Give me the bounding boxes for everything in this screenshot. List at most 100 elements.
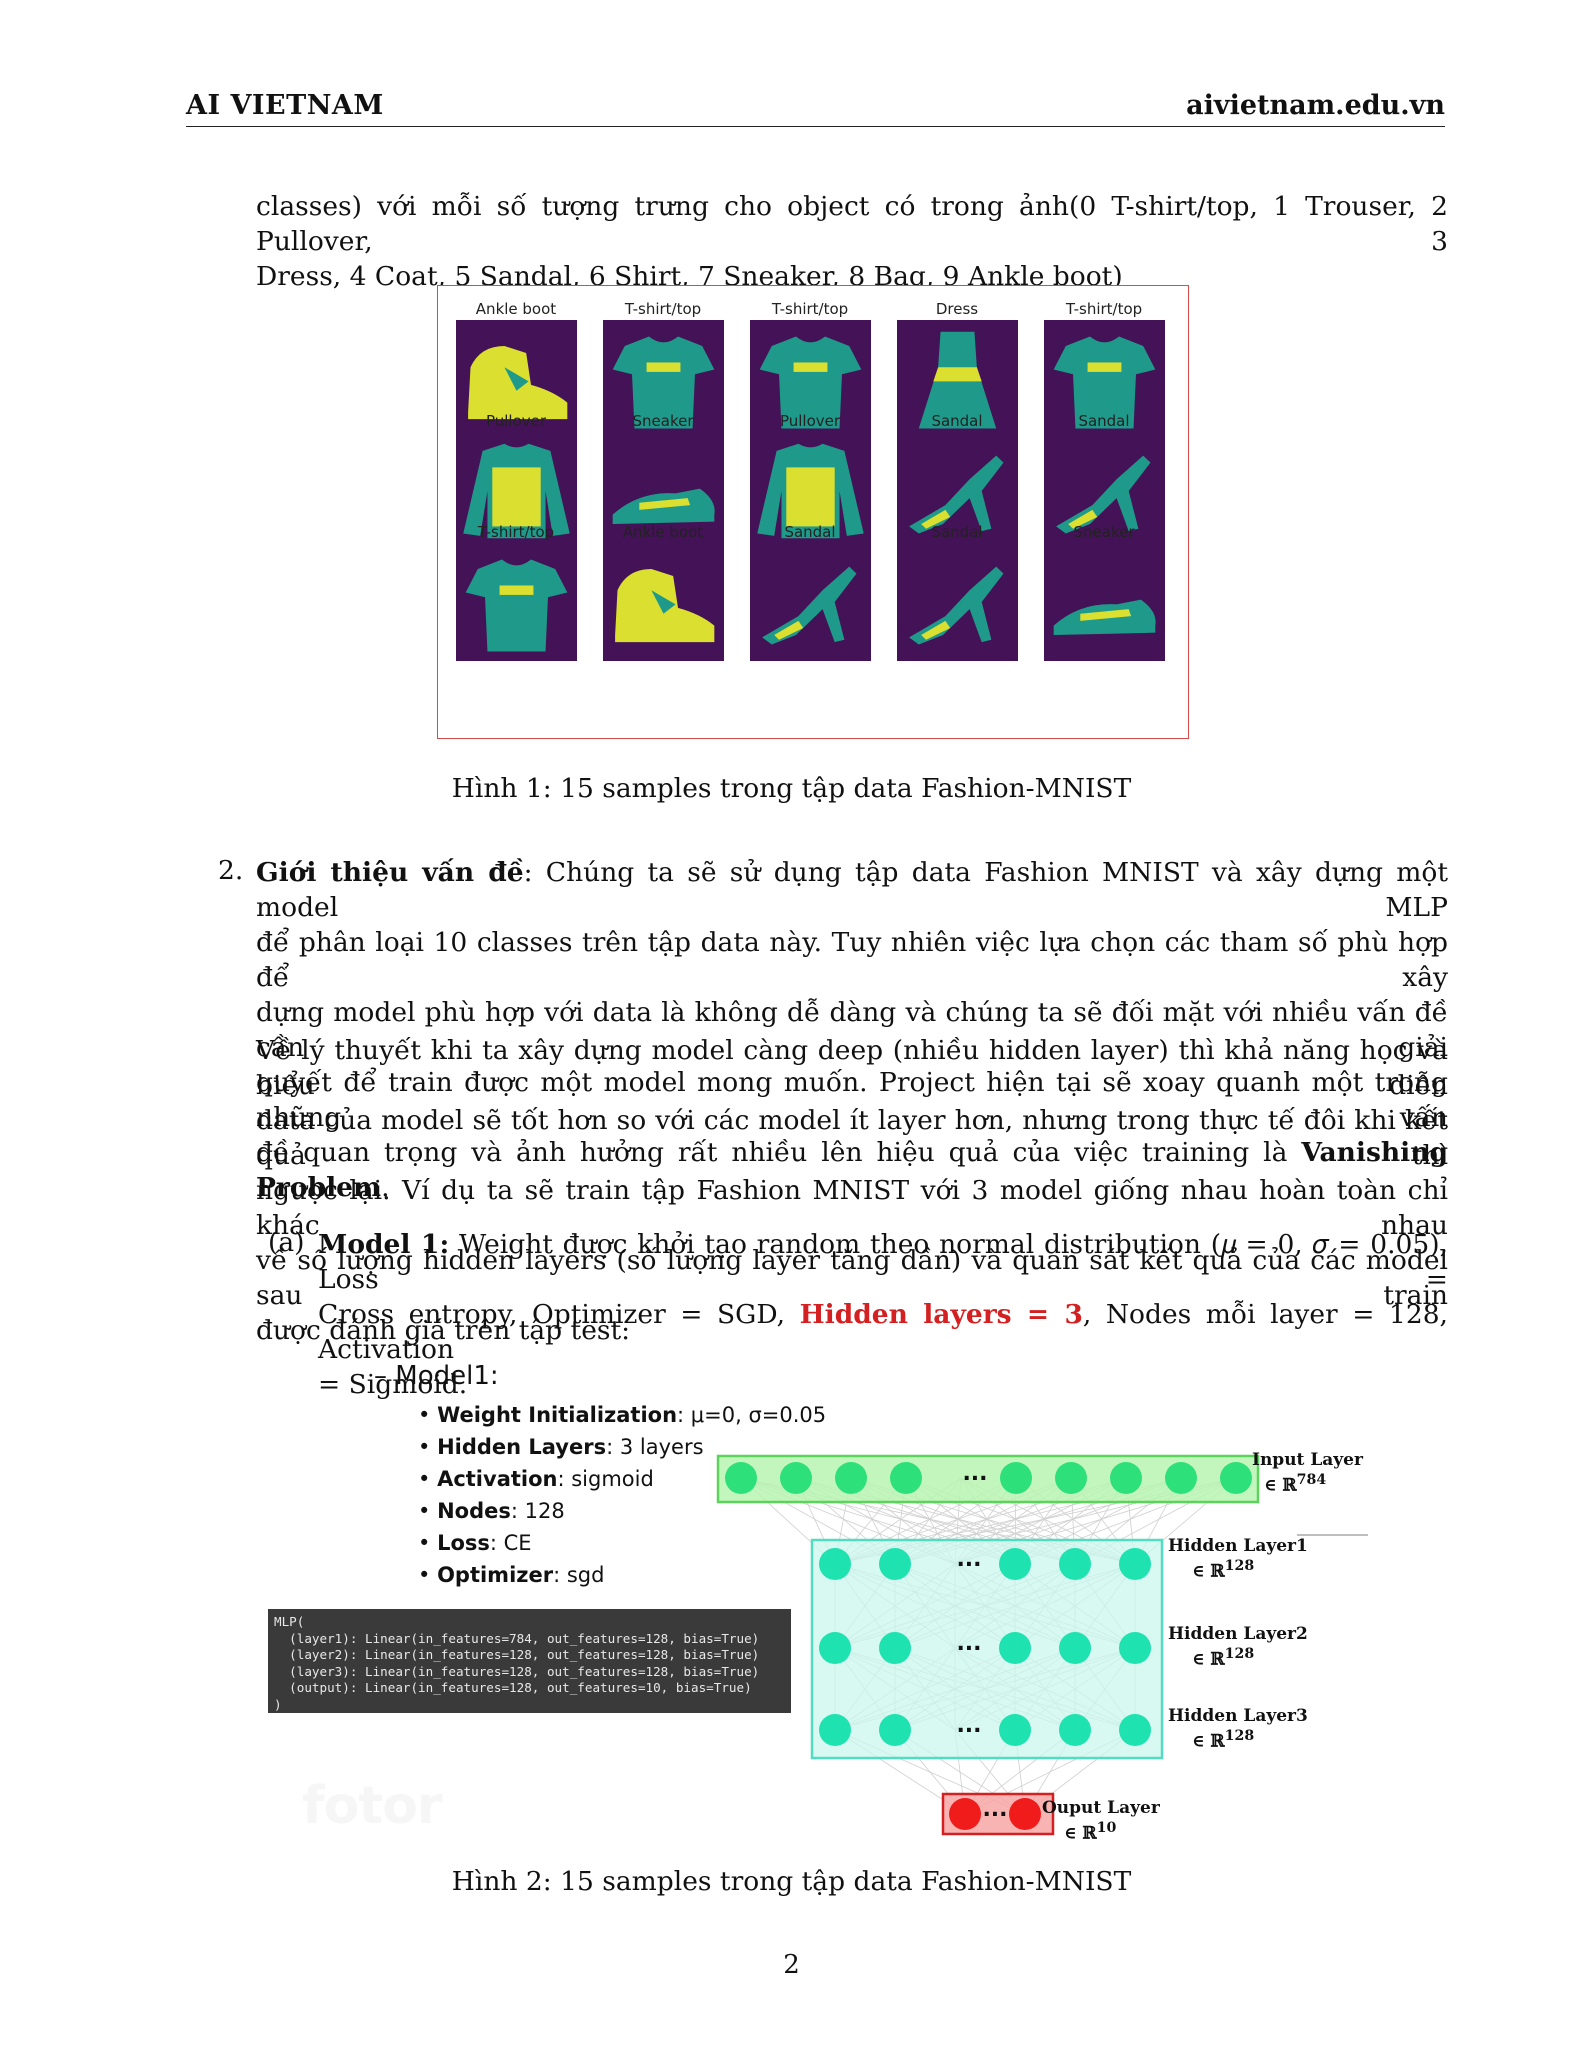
sample-label: T-shirt/top: [1065, 300, 1143, 318]
figure1-grid: Ankle boot T-shirt/top T-shirt/top Dress T-s…: [437, 285, 1189, 739]
sample-image: [603, 543, 724, 661]
hidden-node: [1119, 1714, 1151, 1746]
input-node: [835, 1462, 867, 1494]
sample-label: T-shirt/top: [771, 300, 849, 318]
vanishing-problem-term: Vanishing Problem: [256, 1137, 1448, 1203]
sample-image: [1044, 543, 1165, 661]
section2-text: : Chúng ta sẽ sử dụng tập data Fashion M…: [256, 857, 1449, 923]
ellipsis-label: ...: [956, 1547, 981, 1572]
hidden-node: [999, 1714, 1031, 1746]
sample-image: [456, 320, 577, 438]
header-title: AI VIETNAM: [186, 90, 384, 121]
layer-name: Hidden Layer2: [1168, 1624, 1308, 1644]
dim-symbol: ∈ ℝ: [1264, 1475, 1297, 1496]
input-node: [780, 1462, 812, 1494]
ellipsis-label: ...: [956, 1713, 981, 1738]
page-number: 2: [783, 1950, 800, 1980]
model1-bullet: • Activation: sigmoid: [418, 1467, 654, 1491]
hidden-layer2-label: Hidden Layer2 ∈ ℝ128: [1168, 1624, 1308, 1670]
sample-label: Sneaker: [1073, 523, 1135, 541]
section2-line: dựng model phù hợp với data là không dễ …: [256, 997, 1448, 1063]
dim-exponent: 128: [1224, 1646, 1255, 1662]
network-diagram: ...............: [716, 1454, 1368, 1836]
item-a-text: , Nodes mỗi layer = 128, Activation: [318, 1299, 1448, 1365]
item-a-paragraph: Model 1: Weight được khởi tạo random the…: [318, 1227, 1448, 1402]
figure1-caption: Hình 1: 15 samples trong tập data Fashio…: [451, 773, 1132, 804]
layer-dim: ∈ ℝ784: [1252, 1470, 1363, 1496]
section2-line: Về lý thuyết khi ta xây dựng model càng …: [256, 1035, 1448, 1101]
period: .: [381, 1172, 390, 1203]
model1-bullet: • Weight Initialization: μ=0, σ=0.05: [418, 1403, 827, 1427]
item-a-line: = Sigmoid.: [318, 1369, 468, 1400]
intro-line: classes) với mỗi số tượng trưng cho obje…: [256, 191, 1448, 257]
sample-label: Pullover: [779, 412, 841, 430]
sample-label: Sandal: [931, 412, 983, 430]
section2-paragraph2: Về lý thuyết khi ta xây dựng model càng …: [256, 1033, 1448, 1348]
sample-image: [897, 543, 1018, 661]
sample-label: Ankle boot: [475, 300, 557, 318]
input-node: [1110, 1462, 1142, 1494]
section2-title: Giới thiệu vấn đề: [256, 857, 524, 888]
hidden-node: [1119, 1548, 1151, 1580]
hidden-node: [879, 1714, 911, 1746]
section2-paragraph1: Giới thiệu vấn đề: Chúng ta sẽ sử dụng t…: [256, 855, 1448, 1205]
layer-name: Hidden Layer3: [1168, 1706, 1308, 1726]
hidden-node: [819, 1714, 851, 1746]
output-node: [949, 1798, 981, 1830]
sample-label: T-shirt/top: [477, 523, 555, 541]
section2-number: 2.: [218, 855, 244, 886]
hidden-node: [1059, 1714, 1091, 1746]
model1-bullet: • Hidden Layers: 3 layers: [418, 1435, 704, 1459]
dim-symbol: ∈ ℝ: [1064, 1823, 1097, 1844]
sample-label: Sandal: [784, 523, 836, 541]
section2-line: Giới thiệu vấn đề: Chúng ta sẽ sử dụng t…: [256, 855, 1448, 925]
hidden-node: [819, 1548, 851, 1580]
sample-label: Sneaker: [632, 412, 694, 430]
sample-image: [603, 320, 724, 438]
model1-bullets: • Weight Initialization: μ=0, σ=0.05 • Hi…: [418, 1399, 826, 1591]
input-node: [1220, 1462, 1252, 1494]
model-code-block: MLP( (layer1): Linear(in_features=784, o…: [268, 1609, 791, 1713]
section2-line: để phân loại 10 classes trên tập data nà…: [256, 927, 1448, 993]
hidden-layers-highlight: Hidden layers = 3: [799, 1299, 1083, 1330]
section2-line: quyết để train được một model mong muốn.…: [256, 1067, 1448, 1133]
sample-label: Pullover: [485, 412, 547, 430]
sample-image: [456, 432, 577, 550]
section2-line: data của model sẽ tốt hơn so với các mod…: [256, 1105, 1448, 1171]
hidden-node: [1059, 1632, 1091, 1664]
hidden-node: [999, 1632, 1031, 1664]
dim-symbol: ∈ ℝ: [1192, 1731, 1225, 1752]
sample-image: [897, 432, 1018, 550]
dim-exponent: 128: [1224, 1728, 1255, 1744]
section2-line: về số lượng hidden layers (số lượng laye…: [256, 1245, 1448, 1311]
hidden-node: [1119, 1632, 1151, 1664]
model1-title: – Model1:: [374, 1361, 499, 1391]
hidden-node: [819, 1632, 851, 1664]
sample-label: Dress: [935, 300, 979, 318]
header-rule: [186, 126, 1445, 127]
item-a-title: Model 1:: [318, 1229, 450, 1260]
hidden-node: [879, 1548, 911, 1580]
sample-label: T-shirt/top: [624, 300, 702, 318]
input-layer-label: Input Layer ∈ ℝ784: [1252, 1450, 1363, 1496]
input-node: [890, 1462, 922, 1494]
section2-text: đề quan trọng và ảnh hưởng rất nhiều lên…: [256, 1137, 1302, 1168]
hidden-node: [999, 1548, 1031, 1580]
model1-bullet: • Loss: CE: [418, 1531, 532, 1555]
model1-bullet: • Optimizer: sgd: [418, 1563, 605, 1587]
intro-paragraph: classes) với mỗi số tượng trưng cho obje…: [256, 189, 1448, 294]
item-a-text: Cross entropy, Optimizer = SGD,: [318, 1299, 800, 1330]
hidden-layers-frame: [810, 1538, 1164, 1760]
layer-dim: ∈ ℝ128: [1168, 1644, 1308, 1670]
hidden-layer3-label: Hidden Layer3 ∈ ℝ128: [1168, 1706, 1308, 1752]
section2-line: được đánh giá trên tập test:: [256, 1315, 631, 1346]
model1-bullet: • Nodes: 128: [418, 1499, 565, 1523]
layer-dim: ∈ ℝ128: [1168, 1556, 1308, 1582]
dim-symbol: ∈ ℝ: [1192, 1649, 1225, 1670]
hidden-node: [879, 1632, 911, 1664]
section2-line: ngược lại. Ví dụ ta sẽ train tập Fashion…: [256, 1175, 1448, 1241]
item-a-line: Model 1: Weight được khởi tạo random the…: [318, 1227, 1448, 1297]
sample-image: [1044, 320, 1165, 438]
sample-image: [750, 320, 871, 438]
section2-line: đề quan trọng và ảnh hưởng rất nhiều lên…: [256, 1135, 1448, 1205]
